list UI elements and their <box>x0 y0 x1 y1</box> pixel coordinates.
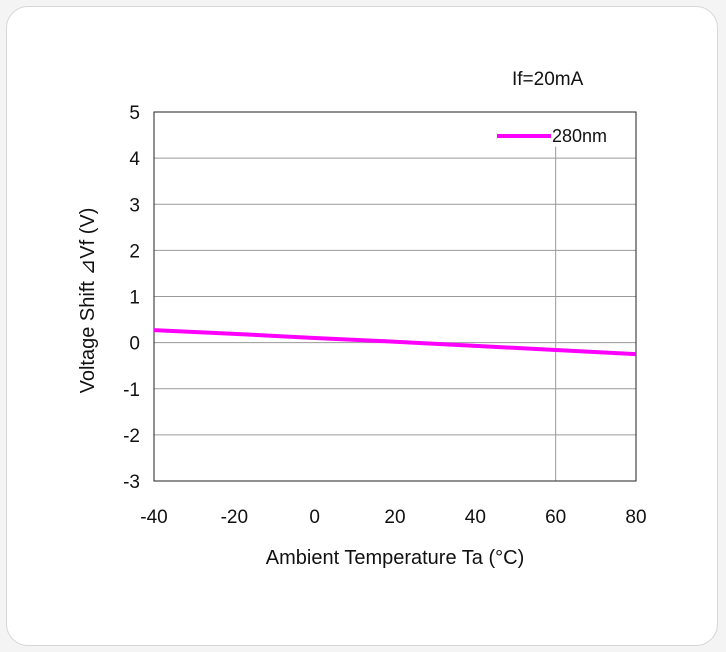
y-tick-label: 5 <box>129 103 140 124</box>
x-tick-label: 60 <box>545 507 566 528</box>
x-tick-label: 20 <box>384 507 405 528</box>
x-tick-label: -40 <box>140 507 167 528</box>
legend-label: 280nm <box>552 126 607 146</box>
y-axis-title: Voltage Shift ⊿Vf (V) <box>77 208 99 394</box>
x-tick-label: 0 <box>309 507 320 528</box>
y-tick-label: -3 <box>123 472 140 493</box>
series-lines <box>153 328 637 357</box>
y-tick-label: 4 <box>129 149 140 170</box>
y-tick-label: 1 <box>129 288 140 309</box>
y-tick-label: -2 <box>123 426 140 447</box>
y-tick-label: 2 <box>129 241 140 262</box>
current-annotation: If=20mA <box>512 69 584 90</box>
x-tick-label: 40 <box>465 507 486 528</box>
axis-ticks: 5 4 3 2 1 0 -1 -2 -3-40 -20 0 20 40 60 80 <box>123 103 646 528</box>
x-tick-label: -20 <box>221 507 248 528</box>
plot-area-frame <box>153 111 637 482</box>
y-tick-label: 0 <box>129 334 140 355</box>
y-tick-label: -1 <box>123 380 140 401</box>
legend: 280nm <box>497 126 607 146</box>
x-tick-label: 80 <box>625 507 646 528</box>
x-axis-title: Ambient Temperature Ta (°C) <box>266 547 524 569</box>
grid-lines <box>154 146 636 481</box>
y-tick-label: 3 <box>129 195 140 216</box>
chart-card <box>6 6 718 646</box>
series-line <box>153 328 637 357</box>
